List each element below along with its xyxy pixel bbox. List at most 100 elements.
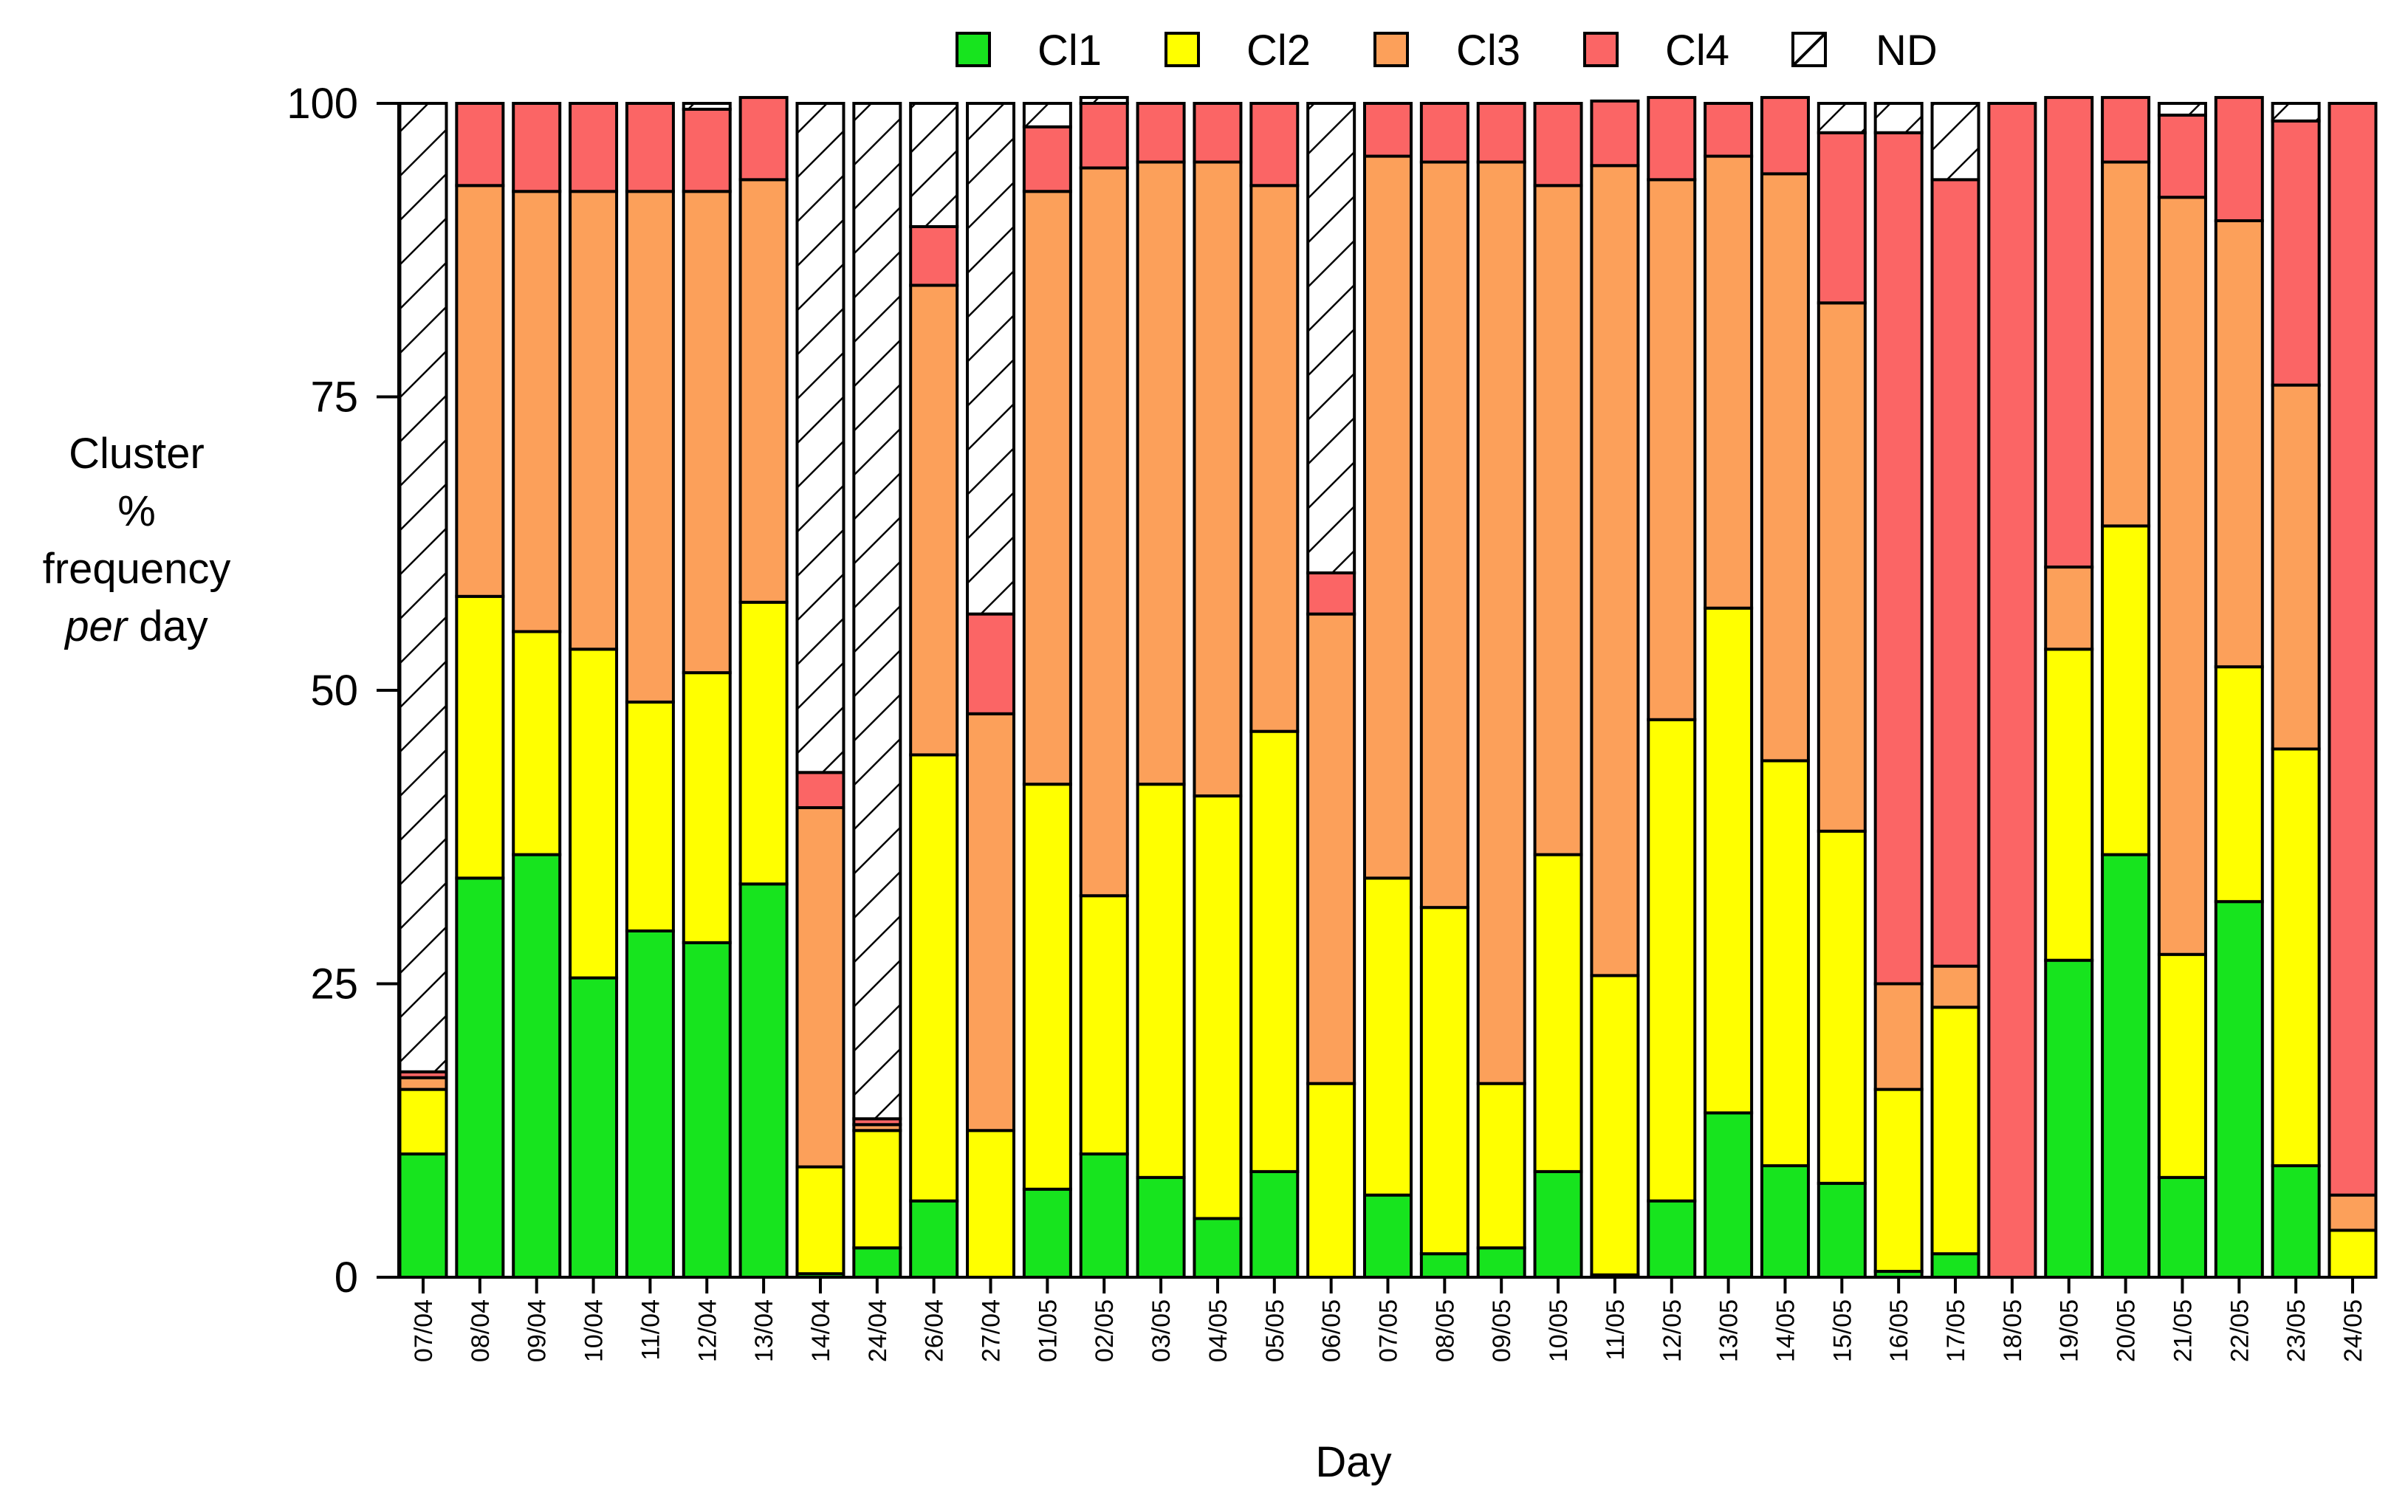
bar-07-05 [1363, 102, 1413, 1279]
bar-segment-cl3-13-04 [738, 178, 789, 604]
bar-segment-cl2-23-05 [2271, 747, 2321, 1167]
bar-segment-nd-27-04 [966, 102, 1016, 616]
bar-segment-cl1-21-05 [2157, 1175, 2207, 1279]
bar-segment-cl2-07-04 [398, 1087, 448, 1156]
x-tick-label: 20/05 [2113, 1299, 2141, 1362]
bar-segment-cl4-03-05 [1136, 102, 1186, 164]
bar-segment-cl4-04-05 [1193, 102, 1243, 164]
bar-segment-cl2-09-05 [1476, 1082, 1526, 1250]
bar-segment-cl2-10-05 [1533, 853, 1583, 1173]
bar-segment-cl3-04-05 [1193, 160, 1243, 798]
bar-segment-cl1-12-04 [682, 941, 732, 1279]
y-label-tail: day [127, 602, 208, 650]
x-tick-label: 06/05 [1318, 1299, 1346, 1362]
bar-15-05 [1817, 102, 1867, 1279]
bar-segment-cl1-12-05 [1647, 1199, 1697, 1279]
bar-segment-cl3-27-04 [966, 712, 1016, 1133]
bar-segment-cl1-14-05 [1760, 1164, 1810, 1279]
bar-segment-cl3-09-05 [1476, 160, 1526, 1085]
y-axis-label: Cluster % frequency per day [43, 430, 231, 650]
bar-segment-cl3-26-04 [909, 284, 959, 757]
bar-segment-cl4-15-05 [1817, 131, 1867, 305]
bar-segment-cl4-24-05 [2328, 102, 2378, 1197]
legend-label-cl1: Cl1 [1037, 27, 1102, 75]
bar-segment-cl4-10-04 [569, 102, 619, 193]
x-tick-label: 11/05 [1602, 1299, 1630, 1361]
x-tick-label: 02/05 [1091, 1299, 1119, 1362]
bar-12-04 [682, 102, 732, 1279]
bar-segment-cl2-12-04 [682, 671, 732, 944]
bar-segment-cl1-23-05 [2271, 1164, 2321, 1279]
bar-segment-nd-23-05 [2271, 102, 2321, 123]
y-axis: 0 25 50 75 100 [287, 80, 400, 1302]
bar-segment-cl2-11-05 [1590, 974, 1640, 1276]
bar-segment-cl1-15-05 [1817, 1181, 1867, 1279]
x-tick-label: 05/05 [1261, 1299, 1289, 1362]
bar-segment-cl2-07-05 [1363, 876, 1413, 1197]
bar-segment-cl4-11-04 [625, 102, 675, 193]
bar-segment-cl3-08-05 [1419, 160, 1469, 910]
bar-23-05 [2271, 102, 2321, 1279]
legend-swatch-cl2 [1164, 32, 1200, 67]
x-tick-label: 17/05 [1942, 1299, 1970, 1362]
bar-segment-cl4-20-05 [2101, 96, 2151, 164]
x-tick-label: 14/04 [807, 1299, 835, 1362]
bar-08-05 [1419, 102, 1469, 1279]
bar-segment-cl4-21-05 [2157, 113, 2207, 199]
bar-segment-cl1-26-04 [909, 1199, 959, 1279]
bar-14-05 [1760, 96, 1810, 1279]
bar-12-05 [1647, 96, 1697, 1279]
bar-segment-cl3-08-04 [455, 184, 505, 598]
y-label-line-4: per day [64, 602, 207, 650]
bar-segment-cl1-10-04 [569, 976, 619, 1279]
bar-segment-cl4-05-05 [1249, 102, 1300, 188]
bar-segment-cl1-19-05 [2044, 958, 2094, 1279]
bar-05-05 [1249, 102, 1300, 1279]
bar-segment-cl2-17-05 [1930, 1006, 1980, 1256]
bar-segment-cl2-20-05 [2101, 524, 2151, 856]
bar-segment-cl3-07-05 [1363, 154, 1413, 880]
x-tick-label: 16/05 [1885, 1299, 1913, 1362]
bar-segment-cl3-19-05 [2044, 566, 2094, 651]
bar-11-05 [1590, 99, 1640, 1279]
legend-swatch-cl4 [1583, 32, 1619, 67]
bar-13-04 [738, 96, 789, 1279]
bar-segment-cl1-13-04 [738, 882, 789, 1279]
x-tick-label: 10/05 [1545, 1299, 1573, 1362]
y-tick-label: 75 [310, 374, 358, 422]
bar-segment-cl4-12-04 [682, 107, 732, 193]
legend-label-cl4: Cl4 [1665, 27, 1729, 75]
bar-segment-nd-15-05 [1817, 102, 1867, 134]
legend: Cl1 Cl2 Cl3 Cl4 ND [956, 27, 1938, 75]
bar-segment-nd-16-05 [1873, 102, 1924, 134]
bar-07-04 [398, 102, 448, 1279]
bar-segment-cl4-01-05 [1022, 125, 1072, 193]
bar-segment-cl2-02-05 [1079, 894, 1129, 1156]
bar-segment-cl2-12-05 [1647, 718, 1697, 1203]
legend-label-cl3: Cl3 [1456, 27, 1520, 75]
bar-segment-cl4-14-05 [1760, 96, 1810, 176]
bar-segment-cl1-13-05 [1704, 1111, 1754, 1279]
x-tick-label: 07/05 [1375, 1299, 1403, 1362]
bar-02-05 [1079, 96, 1129, 1279]
bar-segment-cl4-07-05 [1363, 102, 1413, 158]
bar-segment-nd-01-05 [1022, 102, 1072, 128]
bar-segment-nd-21-05 [2157, 102, 2207, 117]
bar-segment-cl1-08-04 [455, 876, 505, 1279]
x-tick-label: 04/05 [1204, 1299, 1232, 1362]
x-tick-label: 13/05 [1715, 1299, 1743, 1362]
bar-11-04 [625, 102, 675, 1279]
bar-segment-cl3-24-05 [2328, 1193, 2378, 1232]
bar-segment-cl3-01-05 [1022, 190, 1072, 786]
x-tick-label: 14/05 [1771, 1299, 1800, 1362]
x-tick-label: 12/04 [693, 1299, 721, 1362]
x-tick-label: 24/05 [2339, 1299, 2367, 1362]
bar-18-05 [1987, 102, 2037, 1279]
y-label-line-3: frequency [43, 545, 231, 593]
bar-segment-cl2-27-04 [966, 1129, 1016, 1279]
bar-26-04 [909, 102, 959, 1279]
bar-08-04 [455, 102, 505, 1279]
bar-segment-cl4-14-04 [795, 771, 845, 810]
bar-segment-cl4-13-05 [1704, 102, 1754, 158]
bar-segment-cl4-02-05 [1079, 102, 1129, 170]
